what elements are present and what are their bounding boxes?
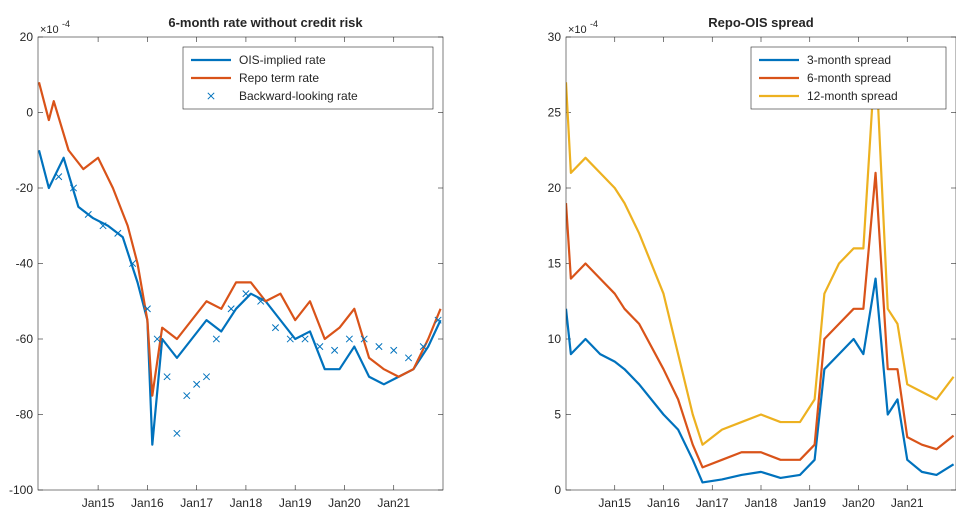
marker <box>183 392 191 400</box>
x-tick-label: Jan17 <box>180 496 213 510</box>
marker <box>390 346 398 354</box>
marker <box>271 324 280 332</box>
marker <box>360 335 368 343</box>
legend-label: Backward-looking rate <box>239 89 358 103</box>
x-tick-label: Jan18 <box>745 496 778 510</box>
panel: 0 5 10 15 20 25 30 Jan15 Jan16 Jan17 Jan18 Jan19 Jan… <box>548 15 956 510</box>
y-tick-label: -20 <box>16 181 34 195</box>
y-tick-label: -100 <box>9 483 33 497</box>
marker <box>84 210 92 218</box>
marker <box>69 184 78 192</box>
marker <box>153 335 161 343</box>
marker <box>434 316 442 324</box>
y-tick-label: 0 <box>26 106 33 120</box>
plot-marks <box>38 82 442 446</box>
y-tick-label: 25 <box>548 106 562 120</box>
chart-title: 6-month rate without credit risk <box>168 15 363 30</box>
plot-area <box>38 37 443 490</box>
x-tick-label: Jan16 <box>131 496 164 510</box>
marker <box>331 346 339 354</box>
y-exponent-base: ×10 <box>40 24 59 36</box>
x-tick-label: Jan19 <box>793 496 826 510</box>
series-line <box>566 277 955 484</box>
marker <box>173 429 181 437</box>
y-tick-label: 20 <box>20 30 34 44</box>
x-tick-label: Jan21 <box>377 496 410 510</box>
axes-box <box>37 36 444 491</box>
legend-label: 3-month spread <box>807 53 891 67</box>
y-tick-label: -40 <box>16 257 34 271</box>
x-tick-label: Jan15 <box>598 496 631 510</box>
marker <box>114 229 122 237</box>
x-tick-label: Jan20 <box>842 496 875 510</box>
marker <box>257 297 265 305</box>
legend-label: Repo term rate <box>239 71 319 85</box>
y-exponent-power: -4 <box>590 19 598 29</box>
marker <box>419 342 427 351</box>
y-tick-label: 30 <box>548 30 562 44</box>
series-line <box>566 171 955 469</box>
marker <box>212 335 220 343</box>
marker <box>345 335 353 343</box>
y-tick-label: 5 <box>554 408 561 422</box>
marker <box>242 290 250 298</box>
y-tick-label: -60 <box>16 332 34 346</box>
series-line <box>38 82 442 397</box>
marker <box>163 373 171 381</box>
y-tick-label: 20 <box>548 181 562 195</box>
x-tick-label: Jan17 <box>696 496 729 510</box>
x-tick-label: Jan20 <box>328 496 361 510</box>
series-line <box>38 149 442 446</box>
marker <box>375 342 383 351</box>
y-exponent-base: ×10 <box>568 24 587 36</box>
plot-marks <box>566 51 955 484</box>
legend-marker <box>207 92 215 100</box>
legend-label: 6-month spread <box>807 71 891 85</box>
y-tick-label: 0 <box>554 483 561 497</box>
x-tick-label: Jan18 <box>230 496 263 510</box>
marker <box>286 335 294 343</box>
marker <box>202 373 211 381</box>
x-tick-label: Jan15 <box>82 496 115 510</box>
marker <box>404 354 413 362</box>
marker <box>99 222 107 230</box>
legend-label: OIS-implied rate <box>239 53 326 67</box>
y-tick-label: 10 <box>548 332 562 346</box>
chart-title: Repo-OIS spread <box>708 15 814 30</box>
marker <box>301 335 309 343</box>
axes-box <box>565 36 956 491</box>
x-tick-label: Jan19 <box>279 496 312 510</box>
series-line <box>566 51 955 446</box>
marker <box>55 173 63 181</box>
marker <box>129 259 137 268</box>
marker <box>227 305 235 313</box>
x-tick-label: Jan21 <box>891 496 924 510</box>
panel: -100 -80 -60 -40 -20 0 20 Jan15 Jan16 Jan17 Jan18 J… <box>9 15 444 510</box>
x-tick-label: Jan16 <box>647 496 680 510</box>
marker <box>193 380 201 388</box>
y-tick-label: 15 <box>548 257 562 271</box>
y-exponent-power: -4 <box>62 19 70 29</box>
legend-label: 12-month spread <box>807 89 898 103</box>
marker <box>316 342 324 351</box>
marker <box>143 305 151 313</box>
y-tick-label: -80 <box>16 408 34 422</box>
